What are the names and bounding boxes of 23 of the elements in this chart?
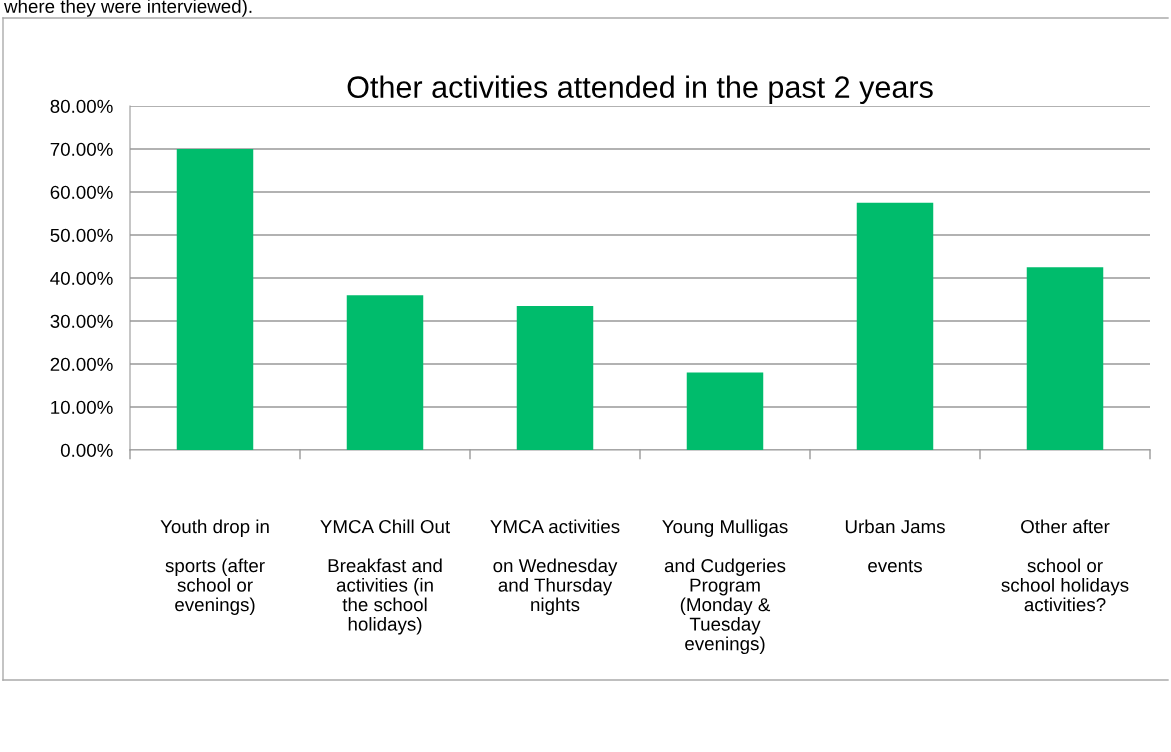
bar [686, 372, 764, 450]
bar [516, 305, 594, 450]
x-tick-label: Young Mulligas and Cudgeries Program (Monday & Tuesday evenings) [662, 519, 788, 655]
y-tick-label: 10.00% [51, 400, 113, 414]
y-tick-label: 0.00% [60, 443, 113, 457]
y-tick-label: 20.00% [50, 357, 113, 371]
category-label: YMCA activities on Wednesday and Thursday nights [490, 519, 620, 615]
text: where they were interviewed). [3, 0, 252, 17]
category-label: YMCA Chill Out Breakfast and activities (in the school holidays) [320, 519, 450, 635]
y-tick-label: 50.00% [50, 228, 113, 242]
bar [856, 202, 934, 450]
x-tick-label: Youth drop in sports (after school or evenings) [160, 519, 269, 615]
category-label: Urban Jams events [845, 519, 945, 573]
category-label: Other after school or school holidays activities? [1001, 519, 1129, 612]
bar [1026, 267, 1104, 450]
y-tick-label: 30.00% [50, 314, 113, 328]
bar [346, 295, 424, 450]
y-tick-label: 80.00% [50, 99, 113, 113]
y-tick-label: 40.00% [50, 271, 113, 285]
y-tick-label: 60.00% [50, 185, 113, 199]
chart-title: Other activities attended in the past 2 years [347, 75, 933, 105]
y-tick-label: 70.00% [50, 142, 113, 156]
bar [176, 149, 254, 450]
